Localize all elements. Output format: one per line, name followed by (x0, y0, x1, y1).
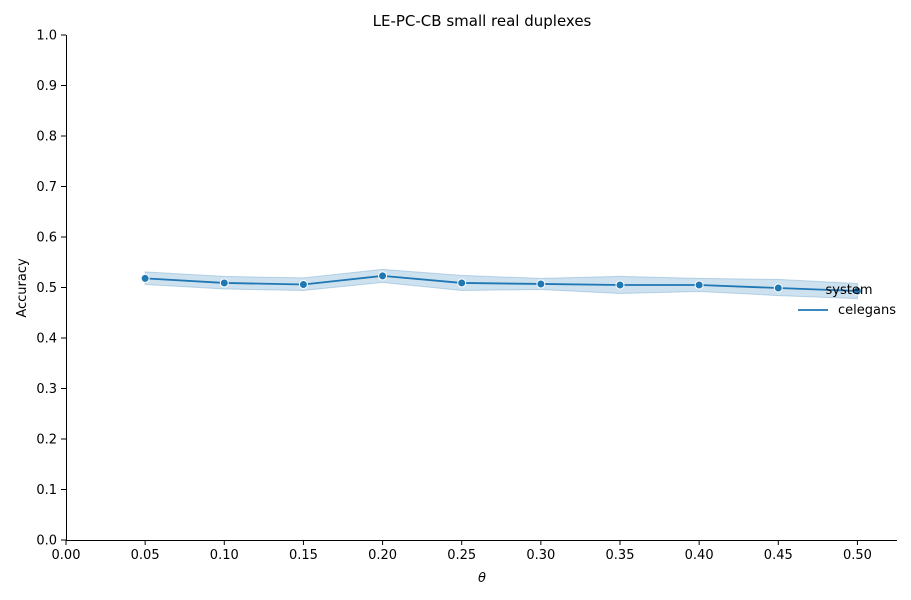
y-tick-label: 0.9 (36, 79, 57, 94)
legend: system celegans (798, 283, 896, 318)
y-axis-label: Accuracy (15, 258, 30, 318)
data-point (457, 278, 467, 288)
x-axis-label: θ (478, 571, 486, 586)
y-tick-label: 0.5 (36, 281, 57, 296)
data-point (219, 278, 229, 288)
x-tick-label: 0.00 (52, 548, 81, 563)
data-point (773, 283, 783, 293)
x-tick-label: 0.40 (685, 548, 714, 563)
data-point-layer (140, 271, 862, 296)
data-point (378, 271, 388, 281)
y-tick-layer: 0.0 0.1 0.2 0.3 0.4 0.5 0.6 0.7 0.8 0.9 1.0 (36, 29, 66, 549)
x-tick-label: 0.45 (764, 548, 793, 563)
y-tick-label: 0.6 (36, 231, 57, 246)
x-tick-label: 0.50 (843, 548, 872, 563)
y-tick-label: 0.4 (36, 332, 57, 347)
y-tick-label: 0.1 (36, 483, 57, 498)
x-tick-layer: 0.00 0.05 0.10 0.15 0.20 0.25 0.30 0.35 0.40 0.45… (52, 540, 872, 563)
x-tick-label: 0.15 (289, 548, 318, 563)
series-line-layer (145, 274, 858, 292)
data-point (298, 279, 308, 289)
y-tick-label: 0.8 (36, 130, 57, 145)
x-tick-label: 0.35 (606, 548, 635, 563)
data-point (536, 279, 546, 289)
legend-title: system (826, 283, 873, 298)
data-point (694, 280, 704, 290)
x-tick-label: 0.20 (368, 548, 397, 563)
y-tick-label: 0.0 (36, 534, 57, 549)
y-tick-label: 0.7 (36, 180, 57, 195)
data-point (140, 273, 150, 283)
y-tick-label: 0.2 (36, 433, 57, 448)
x-tick-label: 0.25 (447, 548, 476, 563)
chart-title: LE-PC-CB small real duplexes (373, 12, 592, 30)
series-line (145, 274, 858, 292)
y-tick-label: 1.0 (36, 29, 57, 44)
data-point (615, 280, 625, 290)
x-tick-label: 0.05 (131, 548, 160, 563)
x-tick-label: 0.10 (210, 548, 239, 563)
x-tick-label: 0.30 (526, 548, 555, 563)
legend-label-celegans: celegans (838, 303, 896, 318)
data-point (852, 286, 862, 296)
y-tick-label: 0.3 (36, 382, 57, 397)
